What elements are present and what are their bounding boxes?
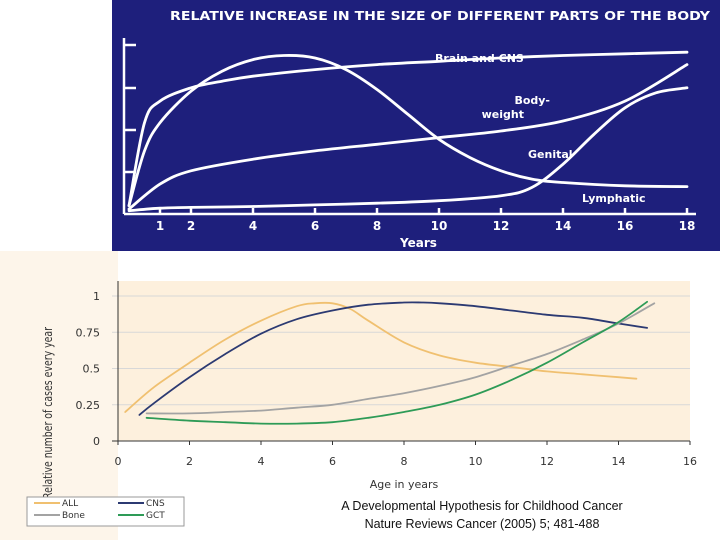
x-axis-label: Age in years (370, 478, 439, 491)
series-line-lymphatic (127, 54, 689, 208)
plot-background-left (0, 251, 118, 540)
series-label-genital: Genital (528, 148, 573, 161)
x-tick-label: 2 (186, 455, 193, 468)
growth-chart-title: RELATIVE INCREASE IN THE SIZE OF DIFFERE… (170, 8, 711, 23)
x-tick-label: 16 (683, 455, 697, 468)
series-line-bone (145, 302, 656, 415)
series-label-body-weight-cont: weight (482, 108, 524, 121)
plot-background (118, 281, 690, 441)
x-tick-label: 8 (373, 219, 381, 233)
legend-box (26, 496, 185, 527)
y-tick-label: 0.5 (83, 363, 101, 376)
x-tick-label: 16 (617, 219, 634, 233)
series-line-all (124, 301, 638, 413)
x-tick-label: 12 (540, 455, 554, 468)
growth-chart-series (127, 50, 689, 213)
x-tick-label: 0 (115, 455, 122, 468)
series-line-genital (127, 86, 689, 213)
cancer-incidence-panel: 0 0.25 0.5 0.75 1 0 2 4 6 8 10 12 14 16 Relative numb… (0, 251, 720, 540)
x-tick-label: 2 (187, 219, 195, 233)
growth-chart-panel: RELATIVE INCREASE IN THE SIZE OF DIFFERE… (112, 0, 720, 251)
legend-label-bone: Bone (62, 511, 85, 521)
series-line-body-weight (127, 63, 689, 211)
x-tick-label: 14 (555, 219, 572, 233)
legend-label-all: ALL (62, 499, 78, 509)
y-tick-label: 0 (93, 435, 100, 448)
y-axis-label: Relative number of cases every year (41, 327, 55, 499)
series-label-brain-and-cns: Brain and CNS (435, 52, 524, 65)
legend: ALL CNS Bone GCT (26, 496, 185, 527)
legend-label-cns: CNS (146, 499, 165, 509)
incidence-series (124, 300, 656, 425)
caption-title: A Developmental Hypothesis for Childhood… (341, 499, 623, 513)
x-tick-label: 1 (156, 219, 164, 233)
growth-chart-axes: 1 2 4 6 8 10 12 14 16 18 (122, 38, 696, 233)
series-line-brain-and-cns (127, 50, 689, 208)
figure-caption: A Developmental Hypothesis for Childhood… (290, 497, 674, 533)
y-tick-label: 0.75 (76, 326, 101, 339)
x-tick-label: 18 (679, 219, 696, 233)
growth-chart-x-label: Years (399, 236, 437, 250)
x-tick-label: 8 (401, 455, 408, 468)
growth-chart-series-labels: Brain and CNS Body-weight Genital Lymphatic (435, 52, 646, 205)
x-tick-label: 10 (469, 455, 483, 468)
x-tick-label: 14 (612, 455, 626, 468)
y-tick-label: 1 (93, 290, 100, 303)
x-tick-label: 6 (311, 219, 319, 233)
x-tick-label: 6 (329, 455, 336, 468)
caption-source: Nature Reviews Cancer (2005) 5; 481-488 (364, 517, 600, 531)
x-tick-label: 4 (258, 455, 265, 468)
series-line-cns (138, 301, 648, 416)
series-label-body-weight: Body- (514, 94, 550, 107)
x-tick-label: 4 (249, 219, 257, 233)
series-line-gct (145, 300, 648, 425)
growth-chart: RELATIVE INCREASE IN THE SIZE OF DIFFERE… (122, 8, 711, 250)
y-tick-label: 0.25 (76, 399, 101, 412)
series-label-lymphatic: Lymphatic (582, 192, 646, 205)
x-tick-label: 12 (493, 219, 510, 233)
x-tick-label: 10 (431, 219, 448, 233)
legend-label-gct: GCT (146, 511, 165, 521)
